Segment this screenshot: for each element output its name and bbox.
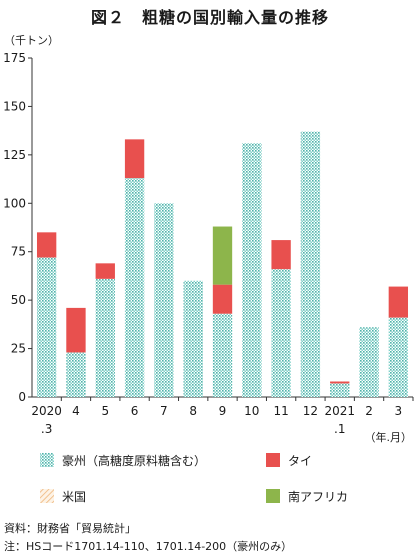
bar-1-2 [66,352,86,397]
x-tick-label: 2021 [324,404,355,418]
bar-1-8 [242,143,262,397]
bar-2-2 [66,307,86,353]
chart-title: 図２ 粗糖の国別輸入量の推移 [90,8,329,27]
bar-2-11 [330,381,350,384]
x-tick-label: 2 [365,404,373,418]
y-tick-label: 0 [18,390,26,404]
bar-1-9 [271,269,291,397]
x-tick-label: 9 [219,404,227,418]
legend-label-1: 豪州（高糖度原料糖含む） [62,453,206,468]
bar-1-4 [124,178,145,397]
y-tick-label: 75 [11,245,26,259]
x-tick-label: .3 [41,422,52,436]
bar-2-7 [212,284,233,314]
legend-label-4: 南アフリカ [288,489,348,504]
bar-1-6 [183,280,203,397]
y-tick-label: 100 [3,196,26,210]
y-tick-label: 125 [3,148,26,162]
x-tick-label: 6 [131,404,139,418]
x-tick-label: .1 [334,422,345,436]
x-tick-label: 2020 [31,404,62,418]
bar-1-10 [300,131,321,398]
x-tick-label: 8 [189,404,197,418]
source-note: 資料：財務省「貿易統計」 [4,522,136,535]
bar-1-11 [330,383,350,397]
bar-2-1 [36,232,57,258]
legend-label-2: タイ [288,454,312,468]
y-tick-label: 175 [3,51,26,65]
bar-2-13 [388,286,409,318]
x-tick-label: 4 [72,404,80,418]
bar-1-5 [154,203,174,397]
x-tick-label: 5 [101,404,109,418]
legend-swatch-1 [40,453,54,467]
bar-1-7 [212,313,233,397]
bar-1-1 [36,257,57,397]
x-axis-label: （年.月） [365,430,413,444]
x-tick-label: 10 [244,404,259,418]
bar-4-7 [212,226,233,285]
x-tick-label: 11 [273,404,288,418]
bar-2-3 [95,263,115,279]
bar-1-12 [359,327,379,397]
bar-1-13 [388,317,409,397]
bar-2-9 [271,240,291,270]
x-tick-label: 7 [160,404,168,418]
y-tick-label: 50 [11,293,26,307]
legend-swatch-4 [266,489,280,503]
legend-label-3: 米国 [62,490,86,504]
legend-swatch-2 [266,453,280,467]
bar-1-3 [95,278,115,397]
y-tick-label: 150 [3,99,26,113]
footnote: 注：HSコード1701.14-110、1701.14-200（豪州のみ） [4,540,293,553]
x-tick-label: 3 [395,404,403,418]
legend-swatch-3 [40,489,54,503]
y-tick-label: 25 [11,342,26,356]
bar-2-4 [124,139,145,179]
y-axis-label: （千トン） [4,34,59,47]
x-tick-label: 12 [303,404,318,418]
